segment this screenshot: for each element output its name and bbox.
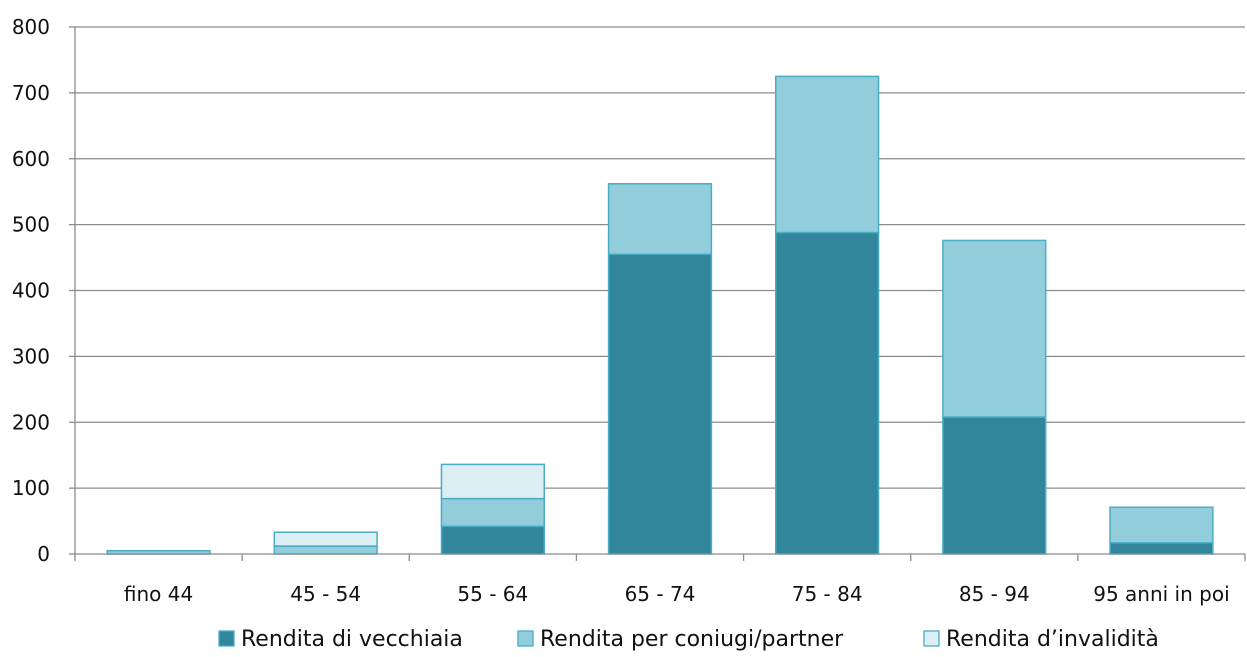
bars xyxy=(106,75,1214,555)
legend-label: Rendita d’invalidità xyxy=(946,627,1159,652)
bar-segment xyxy=(942,239,1047,418)
x-tick-label: 85 - 94 xyxy=(959,582,1030,606)
y-tick-label: 0 xyxy=(37,542,50,566)
bar-segment xyxy=(440,497,546,528)
bar-segment xyxy=(1109,542,1214,555)
bar-segment xyxy=(774,231,880,555)
bar-segment xyxy=(774,75,880,234)
y-tick-label: 100 xyxy=(12,476,50,500)
legend-swatch xyxy=(923,630,940,647)
y-tick-label: 700 xyxy=(12,81,50,105)
x-tick-label: 55 - 64 xyxy=(457,582,528,606)
bar-segment xyxy=(607,253,713,555)
y-tick-label: 800 xyxy=(12,15,50,39)
legend: Rendita di vecchiaia Rendita per coniugi/… xyxy=(218,627,1159,652)
bar-segment xyxy=(440,463,546,500)
y-tick-labels: 0 100 200 300 400 500 600 700 800 xyxy=(12,15,50,566)
y-tick-label: 200 xyxy=(12,410,50,434)
axes xyxy=(74,27,1246,561)
legend-label: Rendita di vecchiaia xyxy=(241,627,463,652)
x-tick-label: 65 - 74 xyxy=(625,582,696,606)
bar-segment xyxy=(942,416,1047,555)
x-tick-label: 45 - 54 xyxy=(290,582,361,606)
x-tick-label: fino 44 xyxy=(124,582,193,606)
bar-segment xyxy=(607,183,713,256)
y-tick-label: 300 xyxy=(12,344,50,368)
bar-segment xyxy=(1109,506,1214,544)
legend-swatch xyxy=(218,630,235,647)
x-tick-label: 95 anni in poi xyxy=(1093,582,1229,606)
x-tick-labels: fino 44 45 - 54 55 - 64 65 - 74 75 - 84 85 - … xyxy=(124,582,1230,606)
y-tick-label: 600 xyxy=(12,147,50,171)
bar-segment xyxy=(273,545,378,555)
y-tick-label: 500 xyxy=(12,213,50,237)
bar-segment xyxy=(440,525,546,555)
y-tick-label: 400 xyxy=(12,279,50,303)
x-tick-label: 75 - 84 xyxy=(792,582,863,606)
bar-segment xyxy=(273,531,378,547)
legend-label: Rendita per coniugi/partner xyxy=(540,627,844,652)
legend-swatch xyxy=(517,630,534,647)
